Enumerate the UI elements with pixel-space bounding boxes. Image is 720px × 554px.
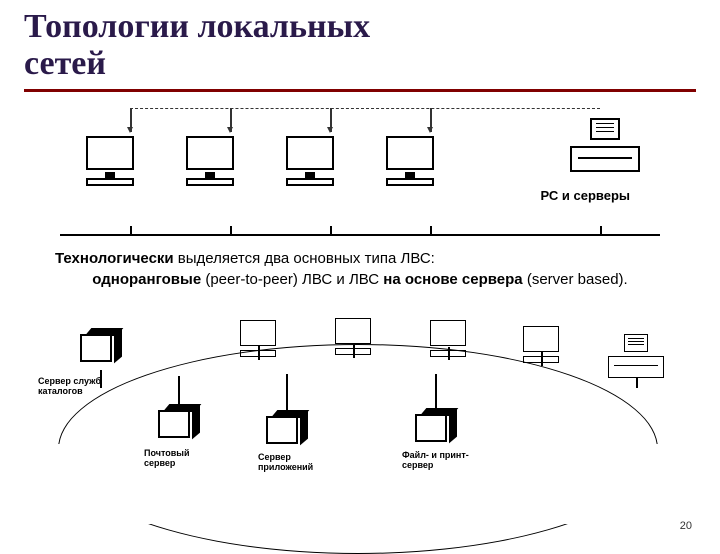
server-label: Серверприложений — [258, 452, 313, 473]
p2-b2: на основе сервера — [383, 271, 522, 288]
bus-tick — [230, 226, 232, 236]
paragraph-1: Технологически выделяется два основных т… — [0, 248, 720, 269]
bus-tick — [130, 226, 132, 236]
slide-title: Топологии локальных сетей — [0, 0, 720, 87]
bus-tick — [600, 226, 602, 236]
bus-line — [60, 234, 660, 236]
server-node-icon — [158, 410, 196, 446]
title-line2: сетей — [24, 45, 106, 82]
page-number: 20 — [680, 520, 692, 532]
dashed-connector — [130, 108, 600, 109]
diagram1-label: РС и серверы — [541, 188, 630, 203]
peer-to-peer-diagram: РС и серверы — [40, 98, 680, 248]
server-label: Файл- и принт-сервер — [402, 450, 469, 471]
bus-tick — [430, 226, 432, 236]
server-node-icon — [415, 414, 453, 450]
title-underline — [24, 89, 696, 92]
p2-b1: одноранговые — [92, 271, 201, 288]
server-based-diagram: Сервер службкаталоговПочтовыйсерверСерве… — [20, 294, 700, 464]
pc-icon — [280, 136, 340, 188]
arrow-down-icon — [330, 108, 332, 132]
server-node-icon — [266, 416, 304, 452]
server-label: Почтовыйсервер — [144, 448, 190, 469]
title-line1: Топологии локальных — [24, 8, 370, 45]
pc-row — [80, 136, 440, 188]
arrow-down-icon — [230, 108, 232, 132]
pc-icon — [380, 136, 440, 188]
p2-mid: (peer-to-peer) ЛВС и ЛВС — [201, 271, 383, 288]
bus-tick — [330, 226, 332, 236]
workstation-icon — [518, 326, 564, 366]
ring-mask — [20, 444, 700, 524]
workstation-icon — [425, 320, 471, 360]
workstation-icon — [235, 320, 281, 360]
server-label: Сервер службкаталогов — [38, 376, 101, 397]
server-node-icon — [80, 334, 118, 370]
p1-rest: выделяется два основных типа ЛВС: — [174, 250, 435, 267]
p1-bold: Технологически — [55, 250, 174, 267]
arrow-down-icon — [430, 108, 432, 132]
pc-icon — [180, 136, 240, 188]
paragraph-2: одноранговые (peer-to-peer) ЛВС и ЛВС на… — [0, 269, 720, 290]
arrow-down-icon — [130, 108, 132, 132]
printer-icon — [608, 334, 664, 382]
server-icon — [570, 118, 640, 178]
p2-end: (server based). — [523, 271, 628, 288]
pc-icon — [80, 136, 140, 188]
workstation-icon — [330, 318, 376, 358]
